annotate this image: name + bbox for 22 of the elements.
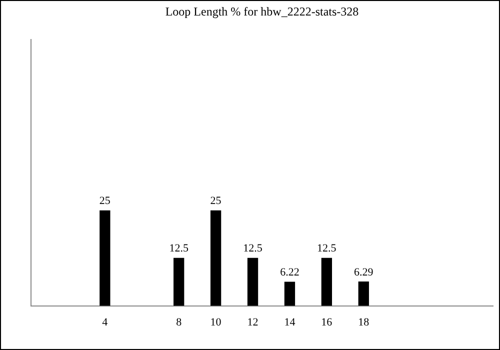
x-tick-label: 10 — [210, 316, 222, 328]
data-label: 25 — [210, 195, 222, 208]
data-label: 25 — [99, 195, 111, 208]
bar — [247, 258, 258, 306]
x-tick-label: 18 — [358, 316, 370, 328]
x-tick-label: 4 — [102, 316, 108, 328]
x-tick-label: 14 — [284, 316, 296, 328]
x-tick-label: 16 — [321, 316, 333, 328]
data-label: 12.5 — [243, 242, 263, 255]
bar — [358, 282, 369, 306]
bar — [210, 210, 222, 306]
x-tick-label: 12 — [247, 316, 258, 328]
bar — [321, 258, 332, 306]
bar — [100, 210, 110, 306]
x-tick-label: 8 — [176, 316, 182, 328]
data-label: 6.29 — [354, 266, 374, 278]
data-label: 12.5 — [317, 242, 337, 255]
data-label: 12.5 — [169, 242, 189, 255]
bar — [284, 282, 296, 306]
chart-title: Loop Length % for hbw_2222-stats-328 — [165, 4, 359, 18]
bar — [174, 258, 184, 306]
data-label: 6.22 — [280, 266, 300, 279]
